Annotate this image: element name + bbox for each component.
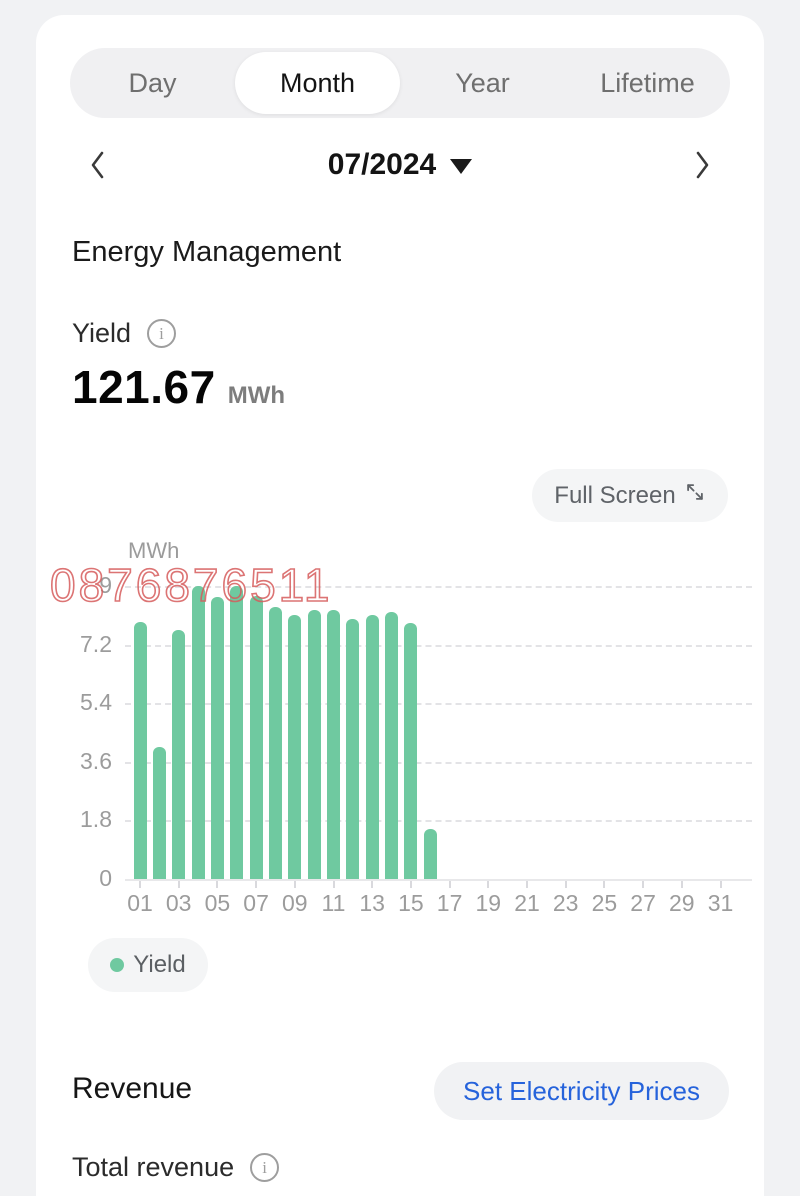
yield-unit: MWh (227, 382, 286, 409)
chart-bar-day-14[interactable] (385, 612, 399, 879)
x-axis-tick (642, 881, 645, 888)
x-axis-tick (293, 881, 296, 888)
x-axis-line (125, 879, 752, 881)
chart-bar-day-10[interactable] (307, 610, 321, 879)
x-axis-tick-label: 07 (243, 890, 269, 916)
x-axis-tick (371, 881, 374, 888)
x-axis-tick (719, 881, 722, 888)
x-axis-tick (255, 881, 258, 888)
x-axis-tick (139, 881, 141, 888)
fullscreen-button[interactable]: Full Screen (532, 469, 728, 522)
chart-bar-day-01[interactable] (133, 621, 147, 879)
x-axis-tick (177, 881, 180, 888)
x-axis-tick-label: 03 (165, 890, 192, 916)
x-axis-tick-label: 25 (591, 890, 618, 916)
chart-bar-day-15[interactable] (404, 623, 418, 879)
section-title: Energy Management (72, 236, 342, 268)
x-axis-tick (216, 881, 219, 888)
next-month-button[interactable] (690, 147, 714, 183)
x-axis-tick-label: 17 (436, 890, 463, 916)
y-axis-tick-label: 7.2 (80, 630, 112, 657)
x-axis-tick (409, 881, 412, 888)
yield-label: Yield (72, 318, 132, 348)
y-axis-tick-label: 9 (99, 572, 112, 598)
fullscreen-button-label: Full Screen (554, 481, 676, 509)
x-axis-tick (603, 881, 606, 888)
x-axis-tick-label: 19 (475, 890, 502, 916)
x-axis-tick (332, 881, 335, 888)
prev-month-button[interactable] (86, 147, 110, 183)
y-axis-title: MWh (128, 538, 180, 563)
x-axis-tick-label: 15 (398, 890, 424, 916)
x-axis-tick (680, 881, 683, 888)
chart-bar-day-06[interactable] (230, 586, 244, 879)
x-axis-tick (564, 881, 567, 888)
gridline (125, 644, 752, 647)
revenue-title: Revenue (72, 1072, 193, 1105)
x-axis-tick (526, 881, 528, 888)
gridline (125, 586, 752, 588)
chart-bar-day-02[interactable] (152, 747, 166, 879)
chart-bar-day-03[interactable] (172, 629, 186, 879)
x-axis-tick-label: 21 (514, 890, 540, 916)
legend-label: Yield (133, 951, 186, 978)
chart-bar-day-08[interactable] (268, 607, 282, 879)
x-axis-tick-label: 13 (359, 890, 385, 916)
gridline (125, 820, 752, 823)
chart-bar-day-12[interactable] (346, 618, 360, 879)
date-value: 07/2024 (327, 148, 437, 181)
set-electricity-prices-label: Set Electricity Prices (463, 1075, 700, 1106)
x-axis-tick-label: 01 (127, 890, 153, 916)
chart-bar-day-07[interactable] (249, 595, 263, 879)
period-segmented-control: Day Month Year Lifetime (70, 48, 730, 118)
x-axis-tick-label: 27 (630, 890, 656, 916)
y-axis-tick-label: 5.4 (80, 689, 112, 716)
tab-year[interactable]: Year (455, 67, 510, 98)
dropdown-caret-icon (450, 159, 473, 174)
content-card (36, 15, 764, 1196)
yield-value: 121.67 (72, 361, 216, 413)
total-revenue-info-icon[interactable]: i (250, 1153, 280, 1182)
chart-bar-day-13[interactable] (365, 615, 379, 879)
y-axis-tick-label: 3.6 (80, 747, 112, 774)
legend-yield[interactable]: Yield (88, 938, 208, 992)
x-axis-tick-label: 29 (669, 890, 695, 916)
chevron-right-icon (690, 147, 714, 183)
chevron-left-icon (86, 147, 110, 183)
chart-bar-day-04[interactable] (191, 586, 205, 879)
tab-day[interactable]: Day (128, 67, 177, 98)
x-axis-tick (487, 881, 490, 888)
chart-bar-day-05[interactable] (210, 597, 224, 879)
chart-bar-day-16[interactable] (423, 828, 437, 879)
x-axis-tick-label: 31 (707, 890, 734, 916)
yield-bar-chart: MWh 0 1.8 3.6 5.4 7.2 9 01 03 05 07 09 11 13 15 17 19 21… (0, 530, 800, 930)
expand-icon (676, 481, 706, 510)
chart-bar-day-11[interactable] (327, 610, 340, 879)
total-revenue-label: Total revenue (72, 1152, 235, 1182)
y-axis-tick-label: 0 (99, 865, 112, 891)
gridline (125, 761, 752, 764)
set-electricity-prices-button[interactable]: Set Electricity Prices (434, 1062, 729, 1120)
legend-dot-icon (110, 958, 125, 972)
tab-lifetime[interactable]: Lifetime (600, 67, 695, 98)
tab-month[interactable]: Month (235, 52, 400, 114)
yield-info-icon[interactable]: i (147, 319, 177, 348)
y-axis-tick-label: 1.8 (80, 806, 112, 833)
x-axis-tick-label: 09 (282, 890, 308, 916)
x-axis-tick-label: 11 (321, 890, 346, 916)
date-picker[interactable]: 07/2024 (280, 144, 520, 186)
chart-bar-day-09[interactable] (288, 615, 302, 879)
gridline (125, 703, 752, 706)
x-axis-tick-label: 05 (204, 890, 231, 916)
x-axis-tick-label: 23 (552, 890, 579, 916)
x-axis-tick (448, 881, 451, 888)
